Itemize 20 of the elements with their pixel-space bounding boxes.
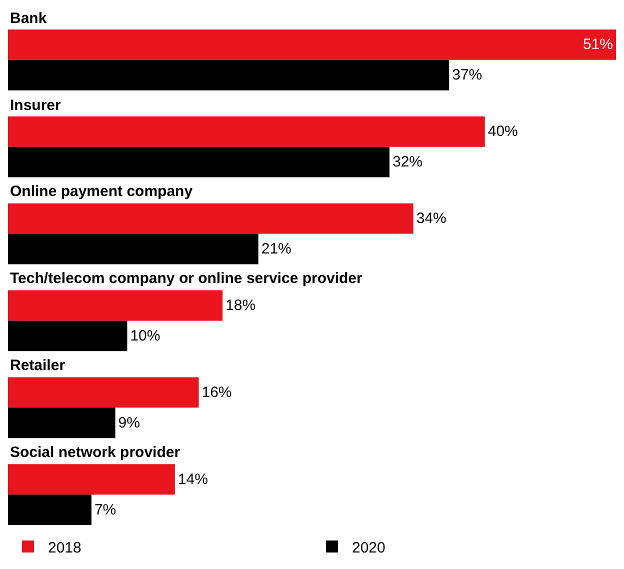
- y-tick-label: Tech/telecom company or online service provider: [10, 270, 362, 287]
- data-label: 21%: [261, 240, 292, 258]
- y-tick-label: Retailer: [10, 357, 66, 374]
- data-label: 51%: [582, 36, 613, 54]
- y-tick-label: Online payment company: [10, 183, 194, 200]
- data-label: 18%: [226, 296, 256, 314]
- data-label: 7%: [94, 501, 116, 518]
- data-label: 14%: [178, 470, 208, 488]
- data-label: 40%: [488, 123, 518, 140]
- y-tick-label: Social network provider: [10, 444, 180, 461]
- data-label: 16%: [202, 384, 232, 401]
- data-label: 34%: [416, 210, 446, 228]
- data-label: 37%: [452, 66, 482, 84]
- legend-label: 2018: [48, 539, 82, 556]
- data-label: 9%: [118, 414, 140, 432]
- legend-label: 2020: [352, 539, 386, 556]
- y-tick-label: Insurer: [10, 97, 62, 114]
- data-label: 10%: [130, 327, 160, 344]
- data-label: 32%: [392, 154, 423, 171]
- y-tick-label: Bank: [10, 10, 48, 27]
